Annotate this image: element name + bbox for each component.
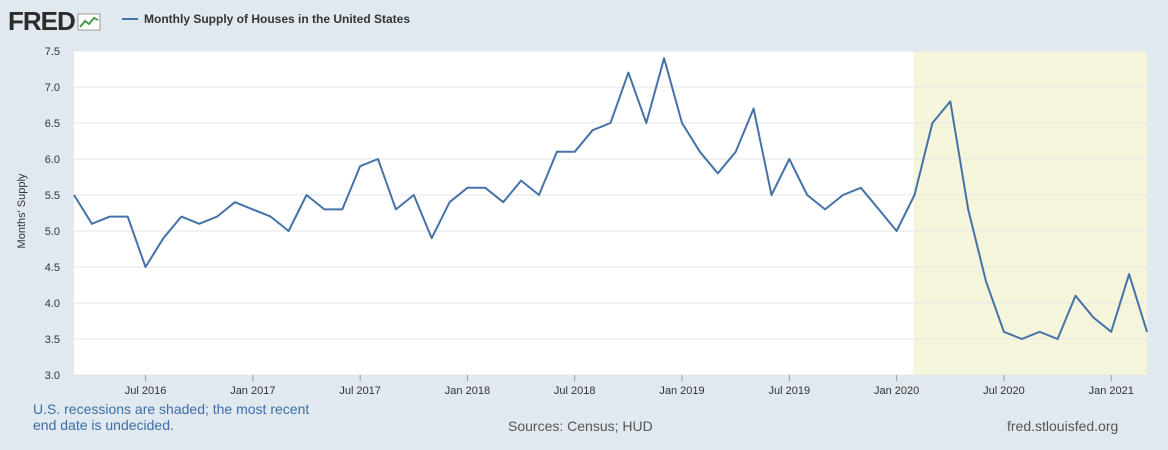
- y-axis-ticks: 3.0 3.5 4.0 4.5 5.0 5.5 6.0 6.5 7.0 7.5: [45, 46, 60, 382]
- x-tick-label: Jul 2018: [554, 385, 596, 397]
- chart-svg: 3.03.54.04.55.05.56.06.57.07.5 Jul 2016 J…: [45, 46, 1148, 397]
- legend-label: Monthly Supply of Houses in the United S…: [144, 12, 411, 26]
- x-tick-label: Jul 2020: [983, 385, 1025, 397]
- legend-line-swatch: [122, 18, 138, 20]
- y-tick-label: 7.0: [45, 82, 60, 94]
- fred-logo[interactable]: FRED: [8, 6, 103, 37]
- y-tick-label: 6.0: [45, 154, 60, 166]
- y-tick-label: 5.5: [45, 190, 60, 202]
- grid-lines: [74, 50, 1147, 376]
- x-tick-label: Jul 2016: [125, 385, 167, 397]
- sources-text: Sources: Census; HUD: [508, 418, 653, 434]
- x-tick-label: Jan 2017: [230, 385, 275, 397]
- y-tick-label: 3.5: [45, 334, 60, 346]
- y-tick-label: 7.5: [45, 46, 60, 58]
- logo-text: FRED: [8, 6, 76, 36]
- x-tick-label: Jan 2019: [659, 385, 704, 397]
- x-tick-label: Jul 2017: [339, 385, 381, 397]
- x-tick-label: Jan 2018: [445, 385, 490, 397]
- logo-chart-icon: [77, 13, 101, 30]
- recession-shading: [913, 51, 1147, 375]
- y-tick-label: 5.0: [45, 226, 60, 238]
- series-line: [73, 57, 1148, 340]
- y-tick-label: 4.0: [45, 298, 60, 310]
- y-tick-label: 4.5: [45, 262, 60, 274]
- site-link[interactable]: fred.stlouisfed.org: [1007, 418, 1119, 434]
- x-tick-label: Jan 2021: [1089, 385, 1134, 397]
- x-axis-ticks: Jul 2016 Jan 2017 Jul 2017 Jan 2018 Jul 2018…: [125, 375, 1134, 397]
- x-tick-label: Jan 2020: [874, 385, 919, 397]
- y-tick-label: 6.5: [45, 118, 60, 130]
- y-tick-label: 3.0: [45, 370, 60, 382]
- x-tick-label: Jul 2019: [769, 385, 811, 397]
- chart-legend: Monthly Supply of Houses in the United S…: [122, 12, 410, 26]
- recession-footnote: U.S. recessions are shaded; the most rec…: [33, 401, 310, 433]
